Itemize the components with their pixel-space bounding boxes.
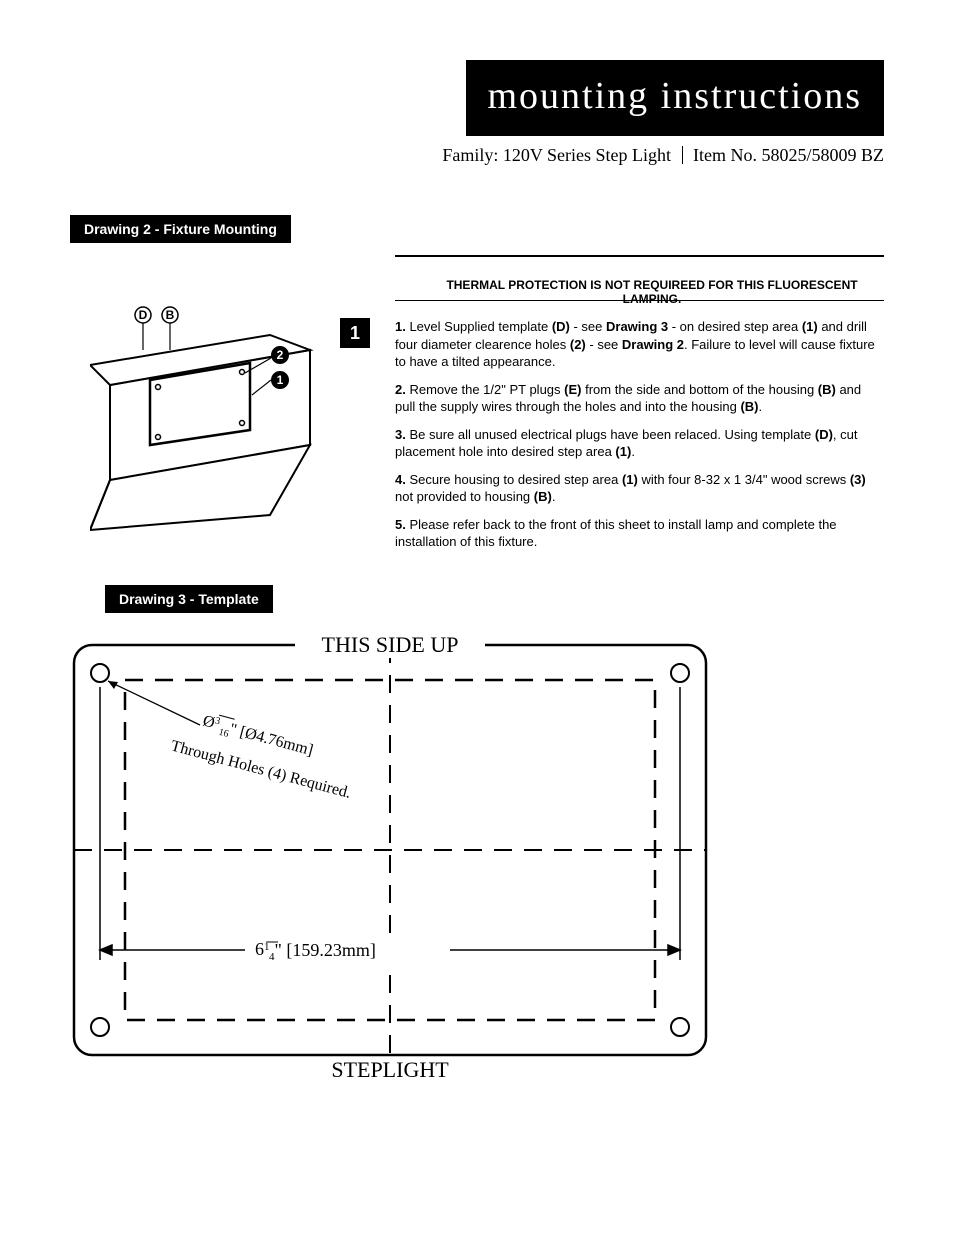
subtitle-separator bbox=[682, 146, 683, 164]
title-banner: mounting instructions bbox=[466, 60, 885, 136]
step-4: 4. Secure housing to desired step area (… bbox=[395, 471, 884, 506]
drawing-3-section: Drawing 3 - Template bbox=[105, 585, 273, 613]
callout-2: 2 bbox=[277, 348, 284, 362]
drawing-3-label: Drawing 3 - Template bbox=[105, 585, 273, 613]
drawing-3-figure: THIS SIDE UP Ø316" [Ø4.76mm] Through Hol… bbox=[70, 625, 710, 1085]
item-value: 58025/58009 BZ bbox=[761, 145, 884, 165]
steplight-label: STEPLIGHT bbox=[331, 1057, 449, 1082]
holes-required-label: Through Holes (4) Required. bbox=[169, 737, 353, 801]
steps-column: 1. Level Supplied template (D) - see Dra… bbox=[395, 318, 884, 561]
drawing-2-figure: D B 2 1 bbox=[90, 295, 340, 545]
item-label: Item No. bbox=[693, 145, 757, 165]
step-5: 5. Please refer back to the front of thi… bbox=[395, 516, 884, 551]
this-side-up-label: THIS SIDE UP bbox=[322, 632, 459, 657]
family-value: 120V Series Step Light bbox=[503, 145, 671, 165]
thermal-note: THERMAL PROTECTION IS NOT REQUIREED FOR … bbox=[430, 278, 874, 306]
thermal-underline bbox=[395, 300, 884, 301]
step-3: 3. Be sure all unused electrical plugs h… bbox=[395, 426, 884, 461]
family-label: Family: bbox=[442, 145, 498, 165]
step-1: 1. Level Supplied template (D) - see Dra… bbox=[395, 318, 884, 371]
callout-B: B bbox=[166, 308, 175, 322]
drawing-2-label: Drawing 2 - Fixture Mounting bbox=[70, 215, 291, 243]
subtitle-row: Family: 120V Series Step Light Item No. … bbox=[442, 145, 884, 166]
drawing-2-section: Drawing 2 - Fixture Mounting bbox=[70, 215, 291, 243]
callout-D: D bbox=[139, 308, 148, 322]
section-divider bbox=[395, 255, 884, 257]
step-2: 2. Remove the 1/2" PT plugs (E) from the… bbox=[395, 381, 884, 416]
step-number-box: 1 bbox=[340, 318, 370, 348]
callout-1: 1 bbox=[277, 373, 284, 387]
